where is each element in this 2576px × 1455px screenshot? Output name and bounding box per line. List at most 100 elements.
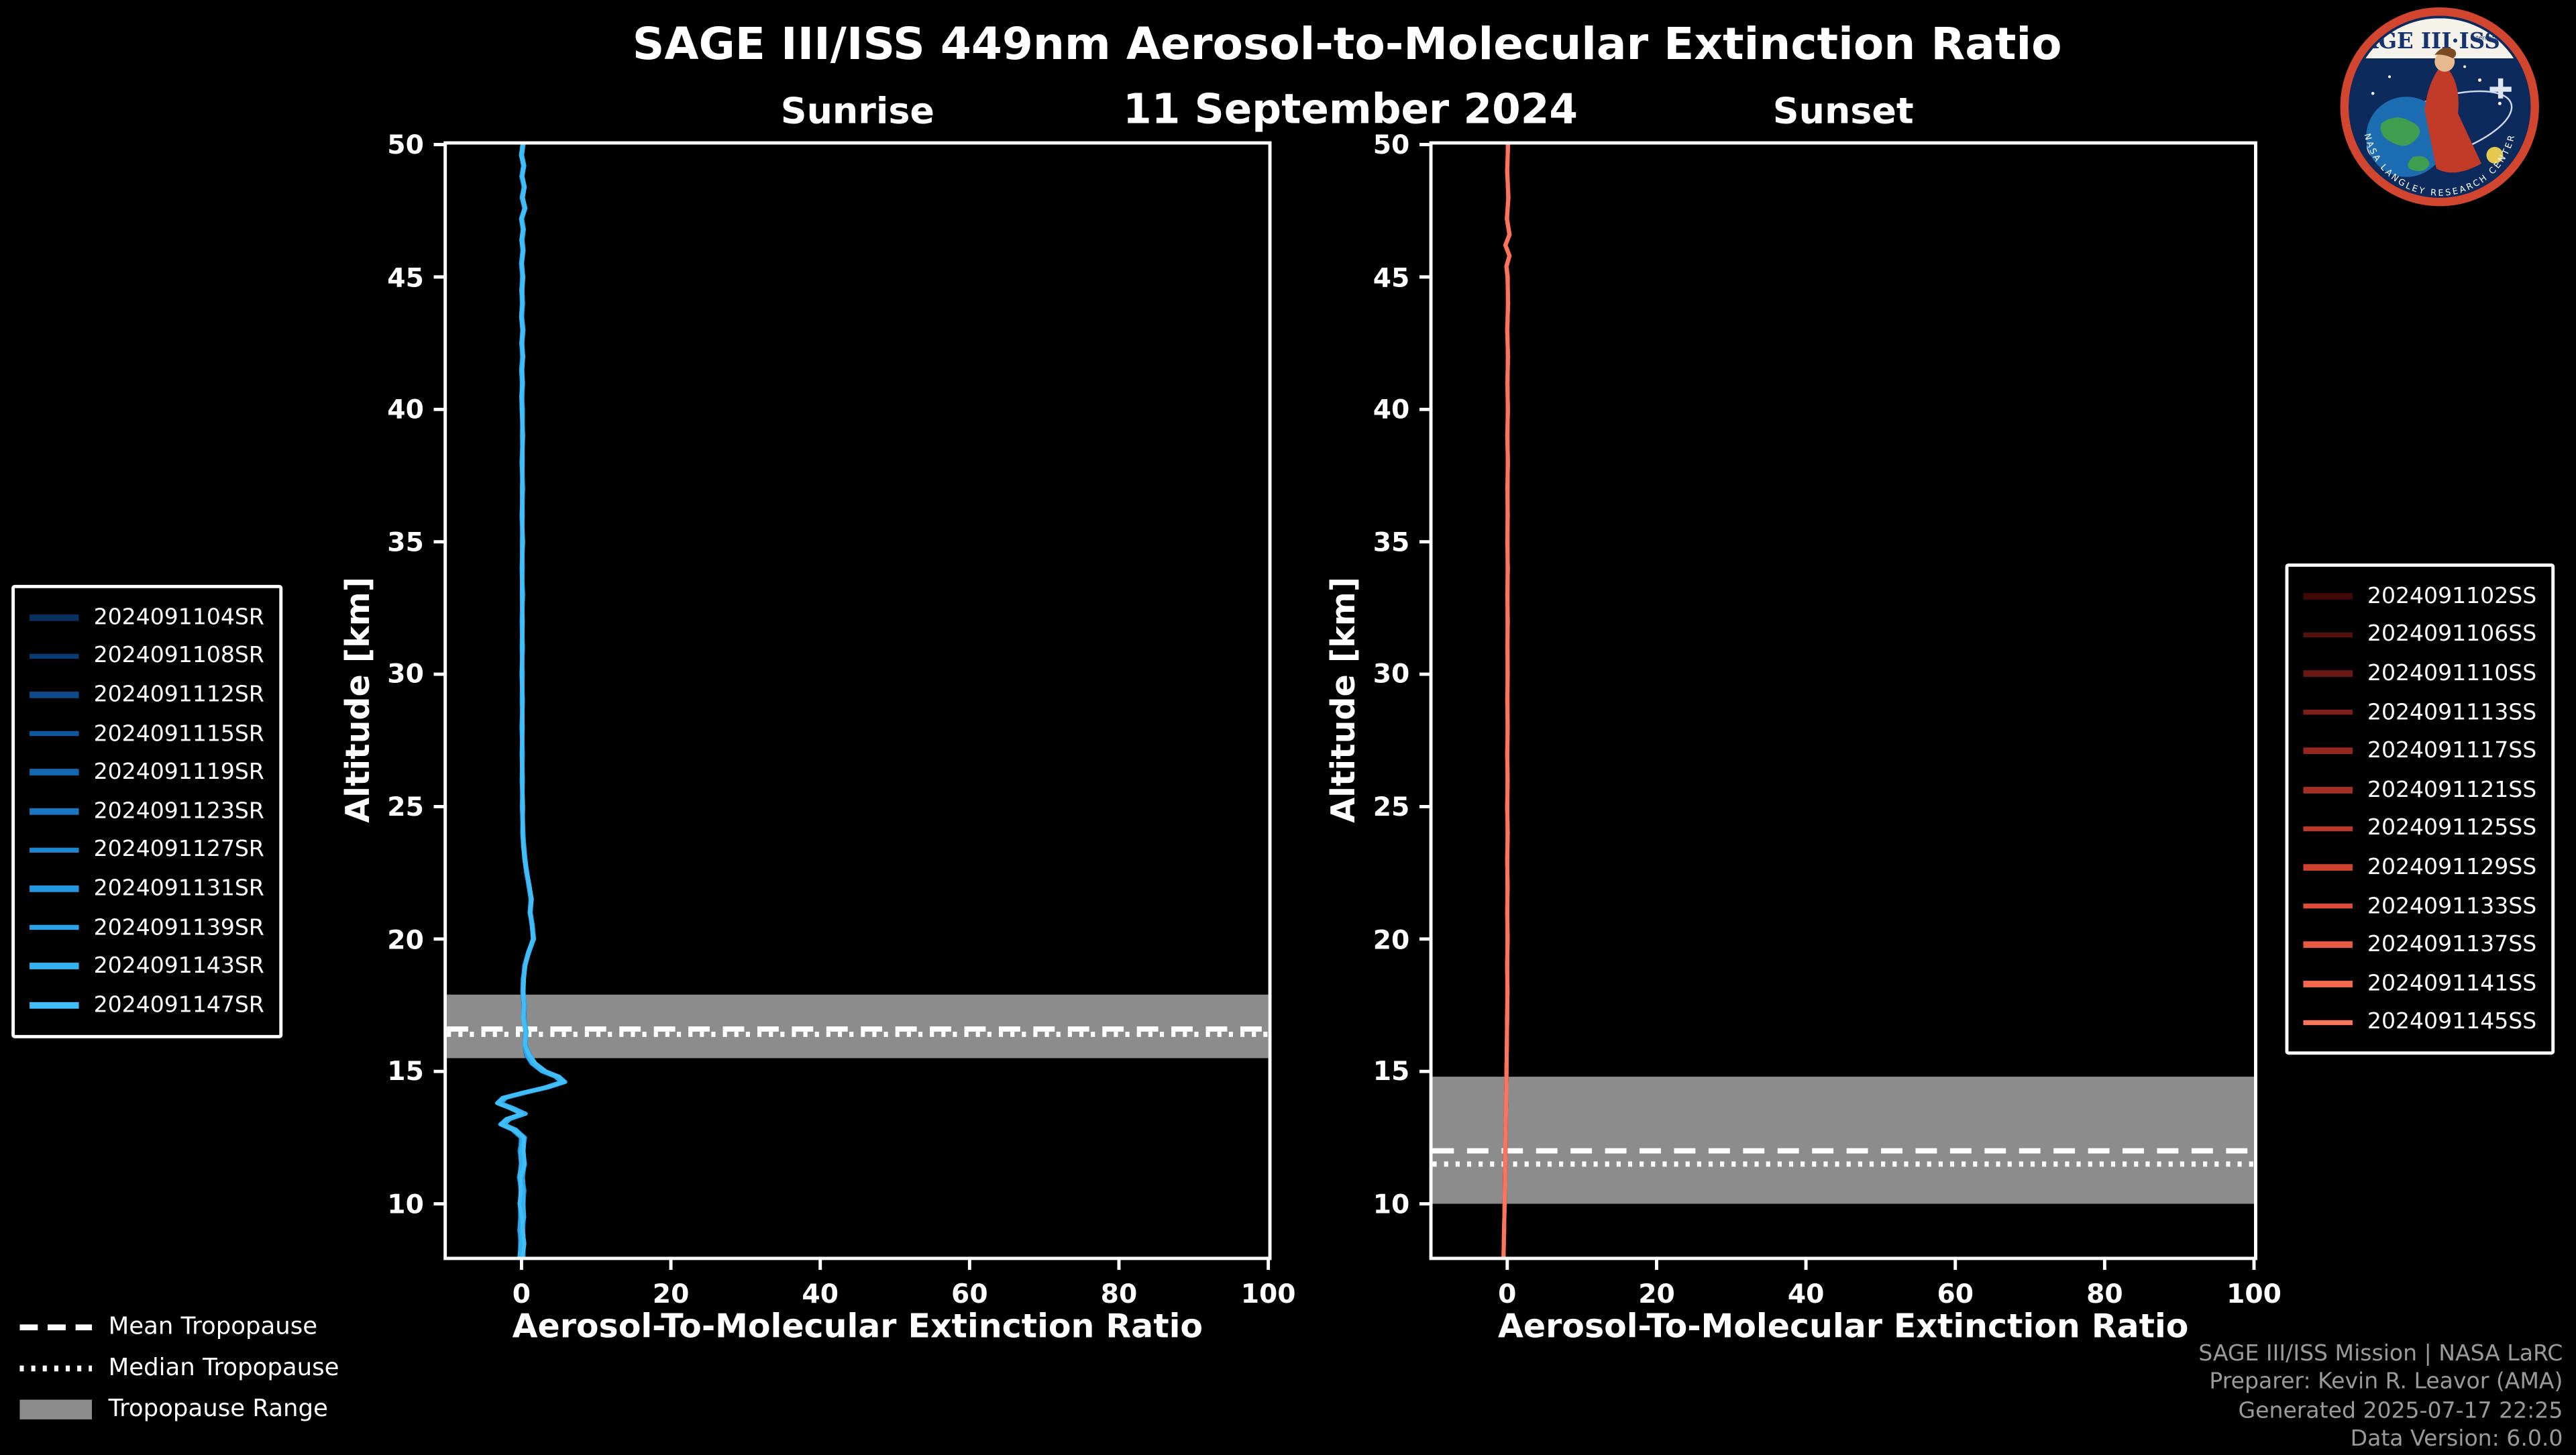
profile-line-2024091147SR xyxy=(495,142,567,1259)
legend-item: 2024091125SS xyxy=(2303,809,2536,848)
series-color-swatch xyxy=(30,692,79,698)
x-tick-label: 20 xyxy=(1638,1278,1675,1309)
figure-title: SAGE III/ISS 449nm Aerosol-to-Molecular … xyxy=(632,19,2062,71)
series-label: 2024091121SS xyxy=(2367,776,2537,803)
legend-label: Tropopause Range xyxy=(108,1395,328,1422)
legend-item: 2024091143SR xyxy=(30,947,264,985)
legend-item: 2024091131SR xyxy=(30,869,264,908)
credit-generated: Generated 2025-07-17 22:25 xyxy=(2238,1397,2563,1424)
y-tick-label: 30 xyxy=(1373,658,1410,690)
legend-item: 2024091115SR xyxy=(30,714,264,753)
series-label: 2024091119SR xyxy=(93,759,264,786)
legend-item: 2024091127SR xyxy=(30,830,264,869)
series-color-swatch xyxy=(30,614,79,621)
y-tick-label: 15 xyxy=(387,1055,424,1087)
legend-label: Median Tropopause xyxy=(108,1354,339,1381)
plot-sunrise-canvas xyxy=(433,142,1271,1271)
credit-data-version: Data Version: 6.0.0 xyxy=(2350,1426,2563,1453)
logo-moon xyxy=(2486,146,2504,164)
y-tick-label: 10 xyxy=(1373,1188,1410,1220)
y-tick-label: 50 xyxy=(1373,129,1410,160)
legend-item: 2024091119SR xyxy=(30,753,264,792)
y-tick-label: 25 xyxy=(387,791,424,822)
series-label: 2024091127SR xyxy=(93,837,264,863)
legend-item: 2024091147SR xyxy=(30,985,264,1024)
x-tick-label: 80 xyxy=(2086,1278,2123,1309)
y-tick-label: 30 xyxy=(387,658,424,690)
y-tick-label: 25 xyxy=(1373,791,1410,822)
legend-item: 2024091117SS xyxy=(2303,732,2536,771)
x-tick-label: 0 xyxy=(512,1278,531,1309)
series-label: 2024091139SR xyxy=(93,914,264,941)
series-label: 2024091129SS xyxy=(2367,854,2537,881)
legend-item: 2024091139SR xyxy=(30,908,264,947)
y-tick-label: 40 xyxy=(1373,393,1410,425)
legend-item: 2024091112SR xyxy=(30,676,264,714)
series-label: 2024091102SS xyxy=(2367,582,2537,610)
series-label: 2024091110SS xyxy=(2367,660,2537,687)
series-color-swatch xyxy=(30,924,79,930)
legend-item: 2024091106SS xyxy=(2303,615,2536,654)
series-label: 2024091145SS xyxy=(2367,1009,2537,1036)
series-label: 2024091133SS xyxy=(2367,893,2537,920)
legend-item: 2024091102SS xyxy=(2303,577,2536,616)
plot-sunset-canvas xyxy=(1419,142,2256,1271)
x-axis-label-sunrise: Aerosol-To-Molecular Extinction Ratio xyxy=(512,1305,1203,1346)
x-tick-label: 0 xyxy=(1498,1278,1517,1309)
profile-line-2024091145SS xyxy=(1501,142,1512,1259)
logo-figure xyxy=(2424,63,2481,173)
plot-sunset: 0 20 40 60 80 100 10 15 20 25 30 35 40 45 50 xyxy=(1373,129,2282,1309)
series-color-swatch xyxy=(30,653,79,659)
tropopause-range-band xyxy=(447,994,1269,1059)
legend-item: 2024091129SS xyxy=(2303,848,2536,887)
series-label: 2024091143SR xyxy=(93,953,264,979)
legend-item-tropopause-range: Tropopause Range xyxy=(19,1388,339,1429)
tropopause-legend: Mean Tropopause Median Tropopause Tropop… xyxy=(19,1306,339,1430)
legend-item: 2024091113SS xyxy=(2303,693,2536,732)
series-label: 2024091137SS xyxy=(2367,931,2537,959)
legend-item: 2024091104SR xyxy=(30,598,264,637)
series-label: 2024091125SS xyxy=(2367,815,2537,842)
x-tick-label: 60 xyxy=(951,1278,988,1309)
series-color-swatch xyxy=(2303,670,2353,677)
legend-item: 2024091145SS xyxy=(2303,1003,2536,1042)
y-tick-label: 15 xyxy=(1373,1055,1410,1087)
y-tick-label: 45 xyxy=(1373,261,1410,293)
series-color-swatch xyxy=(30,885,79,892)
y-axis-label-sunrise: Altitude [km] xyxy=(337,576,378,823)
legend-item-mean-tropopause: Mean Tropopause xyxy=(19,1306,339,1347)
series-label: 2024091113SS xyxy=(2367,699,2537,726)
series-label: 2024091117SS xyxy=(2367,738,2537,765)
credit-mission: SAGE III/ISS Mission | NASA LaRC xyxy=(2198,1340,2563,1367)
legend-item: 2024091141SS xyxy=(2303,964,2536,1003)
series-color-swatch xyxy=(2303,709,2353,716)
y-tick-label: 20 xyxy=(387,923,424,955)
y-tick-label: 50 xyxy=(387,129,424,160)
series-color-swatch xyxy=(2303,631,2353,638)
x-tick-label: 40 xyxy=(1787,1278,1825,1309)
legend-label: Mean Tropopause xyxy=(108,1313,318,1340)
legend-item: 2024091137SS xyxy=(2303,926,2536,965)
y-tick-label: 40 xyxy=(387,393,424,425)
legend-sunrise: 2024091104SR 2024091108SR 2024091112SR 2024… xyxy=(11,584,282,1038)
y-tick-label: 35 xyxy=(1373,526,1410,557)
legend-item: 2024091133SS xyxy=(2303,887,2536,926)
dashed-line-icon xyxy=(19,1324,93,1330)
tropopause-range-band xyxy=(1432,1077,2255,1204)
series-color-swatch xyxy=(30,847,79,853)
legend-sunset: 2024091102SS 2024091106SS 2024091110SS 2024… xyxy=(2285,563,2555,1055)
series-color-swatch xyxy=(2303,942,2353,948)
x-tick-label: 60 xyxy=(1937,1278,1974,1309)
x-tick-label: 80 xyxy=(1100,1278,1138,1309)
legend-item: 2024091121SS xyxy=(2303,770,2536,809)
logo-iss xyxy=(2489,78,2512,99)
panel-title-sunset: Sunset xyxy=(1772,92,1914,133)
series-color-swatch xyxy=(30,963,79,969)
y-tick-label: 35 xyxy=(387,526,424,557)
x-tick-label: 100 xyxy=(1240,1278,1296,1309)
sage-iii-iss-logo: SAGE III·ISS International Space Station… xyxy=(2340,7,2539,207)
dotted-line-icon xyxy=(19,1364,93,1371)
series-label: 2024091112SR xyxy=(93,682,264,708)
series-label: 2024091106SS xyxy=(2367,621,2537,648)
